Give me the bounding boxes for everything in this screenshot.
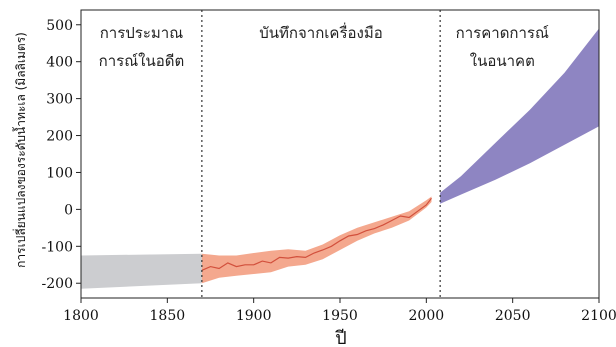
region-label-2: ในอนาคต xyxy=(470,52,535,70)
y-axis-title: การเปลี่ยนแปลงของระดับน้ำทะเล (มิลลิเมตร… xyxy=(12,32,28,268)
x-tick-label: 1950 xyxy=(322,308,358,324)
x-tick-label: 2100 xyxy=(581,308,616,324)
x-tick-label: 1800 xyxy=(63,308,99,324)
region-label-0: การณ์ในอดีต xyxy=(99,52,185,70)
y-tick-label: -200 xyxy=(42,276,73,292)
y-ticks: -200 -100 0 100 200 300 400 500 xyxy=(42,18,81,292)
y-tick-label: 400 xyxy=(46,55,73,71)
x-axis-title: ปี xyxy=(335,328,347,347)
series-layer xyxy=(201,197,432,271)
y-tick-label: 100 xyxy=(46,165,73,181)
dividers-layer xyxy=(201,10,441,298)
bands-layer xyxy=(81,28,599,289)
y-tick-label: 300 xyxy=(46,92,73,108)
band-2 xyxy=(440,28,599,204)
band-1 xyxy=(201,196,432,284)
y-tick-label: 500 xyxy=(46,18,73,34)
region-label-0: การประมาณ xyxy=(100,24,184,42)
x-tick-label: 2050 xyxy=(495,308,531,324)
x-tick-label: 2000 xyxy=(409,308,445,324)
band-0 xyxy=(81,253,202,289)
x-tick-label: 1900 xyxy=(236,308,272,324)
region-label-1: บันทึกจากเครื่องมือ xyxy=(259,22,383,42)
y-tick-label: 0 xyxy=(64,202,73,218)
y-tick-label: 200 xyxy=(46,129,73,145)
x-tick-label: 1850 xyxy=(150,308,186,324)
region-label-2: การคาดการณ์ xyxy=(456,24,549,42)
series-line-0 xyxy=(201,197,432,271)
y-tick-label: -100 xyxy=(42,239,73,255)
x-ticks: 1800 1850 1900 1950 2000 2050 2100 xyxy=(63,298,616,324)
